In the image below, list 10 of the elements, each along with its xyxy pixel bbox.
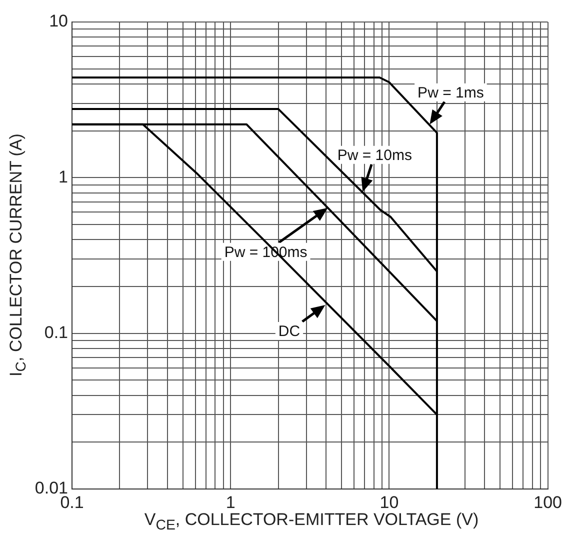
annotation: Pw = 10ms — [337, 147, 412, 164]
y-tick-label: 10 — [49, 12, 68, 31]
y-tick-label: 0.1 — [44, 323, 68, 342]
x-tick-label: 10 — [380, 492, 399, 512]
x-axis-title: V$_{CE}$, COLLECTOR-EMITTER VOLTAGE (V) — [143, 510, 480, 534]
x-tick-label: 100 — [534, 492, 562, 512]
y-tick-label: 1 — [58, 167, 68, 186]
annotation: Pw = 1ms — [418, 84, 484, 102]
x-tick-label: 1 — [226, 492, 236, 512]
annotation: DC — [278, 323, 300, 340]
